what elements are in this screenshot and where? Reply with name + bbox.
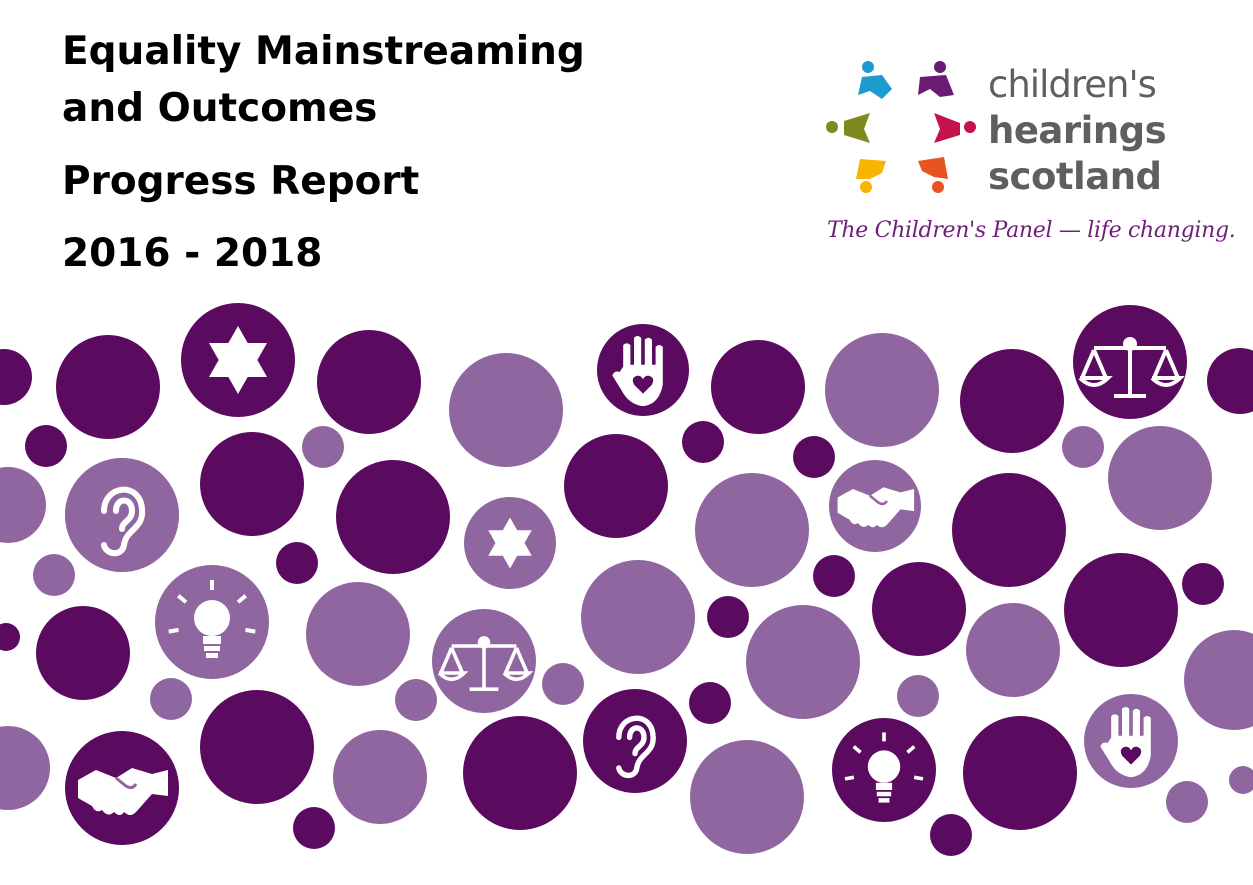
figure-olive [826, 113, 870, 143]
lightbulb-icon-bottom [832, 718, 936, 822]
ear-icon-bottom [583, 689, 687, 793]
logo-figures-icon [826, 61, 976, 193]
title-line-3: Progress Report [62, 159, 420, 204]
title-line-2: and Outcomes [62, 86, 378, 131]
scales-icon-middle [432, 609, 536, 713]
figure-yellow [856, 159, 886, 193]
handshake-icon-top [829, 460, 921, 552]
star-icon-middle [464, 497, 556, 589]
ear-icon-left [65, 458, 179, 572]
logo-word-childrens: children's [988, 63, 1157, 106]
scales-icon-top [1073, 305, 1187, 419]
star-icon-top [181, 303, 295, 417]
figure-purple [918, 61, 954, 97]
figure-orange [918, 157, 948, 193]
childrens-hearings-scotland-logo: children's hearings scotland The Childre… [822, 55, 1236, 265]
figure-crimson [934, 113, 976, 143]
handshake-icon-bottom [65, 731, 179, 845]
decorative-dot-pattern [0, 303, 1253, 856]
logo-word-scotland: scotland [988, 155, 1162, 198]
title-line-4: 2016 - 2018 [62, 231, 323, 276]
hand-heart-icon-bottom [1084, 694, 1178, 788]
figure-teal [858, 61, 892, 99]
lightbulb-icon-left [155, 565, 269, 679]
title-line-1: Equality Mainstreaming [62, 29, 585, 74]
hand-heart-icon-top [597, 324, 689, 416]
logo-tagline: The Children's Panel — life changing. [827, 218, 1236, 243]
logo-word-hearings: hearings [988, 109, 1167, 152]
dark-dots [0, 330, 1253, 856]
